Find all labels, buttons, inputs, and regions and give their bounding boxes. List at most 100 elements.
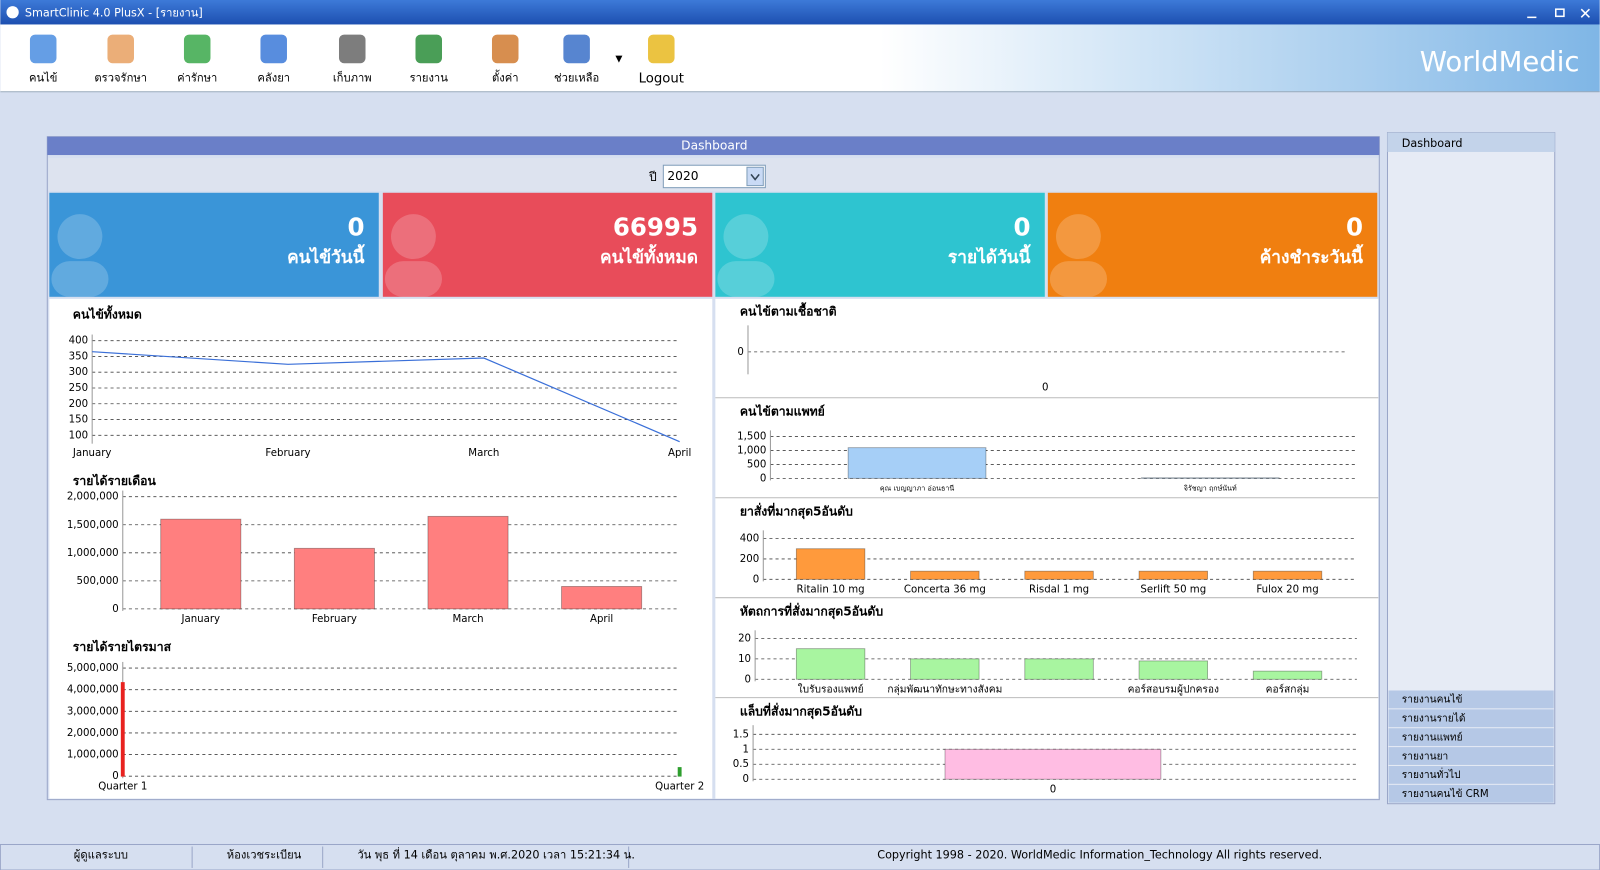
kpi-icon bbox=[57, 214, 103, 260]
brand: WorldMedic bbox=[1420, 46, 1580, 78]
x-tick-label: March bbox=[452, 614, 483, 625]
dashboard-title: Dashboard bbox=[681, 138, 747, 152]
bar bbox=[910, 658, 980, 680]
toolbar-icon[interactable] bbox=[648, 34, 675, 64]
toolbar-icon[interactable] bbox=[260, 34, 287, 64]
sidebar-item-label[interactable]: รายงานคนไข้ CRM bbox=[1402, 788, 1489, 800]
toolbar-label[interactable]: คลังยา bbox=[257, 72, 290, 85]
bar bbox=[561, 586, 643, 610]
y-tick-label: 1,000,000 bbox=[67, 548, 119, 559]
chart-title: คนไข้ทั้งหมด bbox=[73, 305, 142, 322]
sidebar-item[interactable] bbox=[1388, 784, 1554, 803]
y-tick-label: 100 bbox=[69, 430, 88, 441]
kpi-tile bbox=[1047, 192, 1378, 297]
dashboard-header bbox=[47, 136, 1380, 156]
y-tick-label: 4,000,000 bbox=[67, 685, 119, 696]
sidebar-item-label[interactable]: รายงานยา bbox=[1402, 751, 1449, 762]
chart-title: คนไข้ตามแพทย์ bbox=[740, 404, 825, 419]
y-tick-label: 250 bbox=[69, 383, 88, 394]
kpi-tile bbox=[49, 192, 379, 297]
y-tick-label: 0.5 bbox=[733, 759, 749, 770]
y-tick-label: 1.5 bbox=[733, 729, 749, 740]
toolbar-label[interactable]: คนไข้ bbox=[29, 72, 57, 85]
x-tick-label: January bbox=[72, 448, 112, 459]
kpi-label: คนไข้ทั้งหมด bbox=[600, 244, 698, 268]
x-tick-label: Concerta 36 mg bbox=[904, 585, 986, 596]
x-tick-label: April bbox=[590, 614, 613, 625]
toolbar-label[interactable]: ตรวจรักษา bbox=[94, 72, 147, 85]
select-button[interactable] bbox=[746, 166, 764, 187]
bar bbox=[944, 748, 1162, 780]
y-tick-label: 0 bbox=[112, 604, 118, 615]
sidebar-title[interactable]: Dashboard bbox=[1402, 137, 1463, 150]
sidebar-item[interactable] bbox=[1388, 765, 1554, 784]
kpi-icon bbox=[723, 214, 769, 260]
y-tick-label: 350 bbox=[69, 351, 88, 362]
toolbar-label[interactable]: ตั้งค่า bbox=[492, 70, 519, 85]
sidebar-item[interactable] bbox=[1388, 728, 1554, 747]
bar bbox=[427, 515, 509, 610]
toolbar-label[interactable]: รายงาน bbox=[410, 72, 449, 85]
toolbar-icon[interactable] bbox=[29, 34, 57, 64]
sidebar-item[interactable] bbox=[1388, 747, 1554, 765]
kpi-value: 0 bbox=[347, 212, 364, 241]
toolbar-label[interactable]: Logout bbox=[639, 72, 684, 87]
toolbar-label[interactable]: ช่วยเหลือ bbox=[554, 72, 599, 85]
y-tick-label: 20 bbox=[738, 633, 751, 644]
toolbar-label[interactable]: เก็บภาพ bbox=[333, 71, 372, 85]
bar bbox=[1138, 570, 1208, 580]
app-icon bbox=[6, 6, 19, 19]
kpi-label: ค้างชำระวันนี้ bbox=[1260, 244, 1364, 268]
kpi-icon bbox=[384, 261, 443, 297]
status-room: ห้องเวชระเบียน bbox=[227, 849, 302, 862]
y-tick-label: 200 bbox=[740, 554, 759, 565]
toolbar-icon[interactable] bbox=[415, 34, 443, 64]
toolbar-icon[interactable] bbox=[107, 34, 134, 64]
toolbar-icon[interactable] bbox=[563, 34, 590, 64]
year-label: ปี bbox=[649, 170, 657, 184]
chart-dividers bbox=[715, 397, 1379, 699]
x-tick-label: March bbox=[468, 448, 499, 459]
kpi-label: คนไข้วันนี้ bbox=[287, 244, 365, 268]
x-tick-label: 0 bbox=[1050, 784, 1056, 795]
y-tick-label: 0 bbox=[743, 774, 749, 785]
y-tick-label: 0 bbox=[737, 347, 743, 358]
bar bbox=[847, 447, 987, 479]
bar bbox=[1140, 477, 1280, 479]
x-tick-label: January bbox=[180, 614, 220, 625]
sidebar-item-label[interactable]: รายงานแพทย์ bbox=[1402, 731, 1463, 743]
x-tick-label: Quarter 2 bbox=[655, 781, 704, 792]
y-tick-label: 500 bbox=[747, 459, 766, 470]
toolbar-label[interactable]: ค่ารักษา bbox=[177, 72, 217, 85]
x-tick-label: Serlift 50 mg bbox=[1140, 585, 1206, 596]
chart-title: รายได้รายเดือน bbox=[73, 473, 157, 488]
kpi-value: 0 bbox=[1013, 212, 1030, 241]
sidebar-item-label[interactable]: รายงานรายได้ bbox=[1402, 713, 1466, 725]
y-tick-label: 1,000,000 bbox=[67, 750, 119, 761]
sidebar-item[interactable] bbox=[1388, 690, 1554, 709]
y-tick-label: 1,500 bbox=[737, 432, 766, 443]
restore[interactable] bbox=[1555, 8, 1565, 18]
x-tick-label: Risdal 1 mg bbox=[1029, 585, 1089, 596]
toolbar-icon[interactable] bbox=[338, 34, 366, 64]
toolbar-icon[interactable] bbox=[183, 34, 211, 64]
dropdown-arrow[interactable]: ▼ bbox=[615, 54, 623, 65]
chart-title: ยาสั่งที่มากสุด5อันดับ bbox=[740, 503, 853, 520]
sidebar-item-label[interactable]: รายงานทั่วไป bbox=[1402, 767, 1461, 781]
x-tick-label: กลุ่มพัฒนาทักษะทางสังคม bbox=[887, 684, 1002, 695]
sidebar-item-label[interactable]: รายงานคนไข้ bbox=[1402, 694, 1463, 706]
x-tick-label: จิรัชญา ฤกษ์นันท์ bbox=[1184, 484, 1237, 493]
y-tick-label: 400 bbox=[740, 534, 759, 545]
toolbar-icon[interactable] bbox=[491, 34, 519, 64]
y-tick-label: 150 bbox=[69, 415, 88, 426]
left-chart-panel bbox=[49, 298, 713, 799]
y-tick-label: 2,000,000 bbox=[67, 728, 119, 739]
sidebar-item[interactable] bbox=[1388, 709, 1554, 728]
line bbox=[92, 351, 680, 443]
bar bbox=[1138, 660, 1208, 680]
close[interactable] bbox=[1580, 8, 1590, 18]
year-select[interactable] bbox=[662, 164, 766, 189]
window-title: SmartClinic 4.0 PlusX - [รายงาน] bbox=[25, 6, 203, 19]
kpi-icon bbox=[51, 261, 109, 297]
